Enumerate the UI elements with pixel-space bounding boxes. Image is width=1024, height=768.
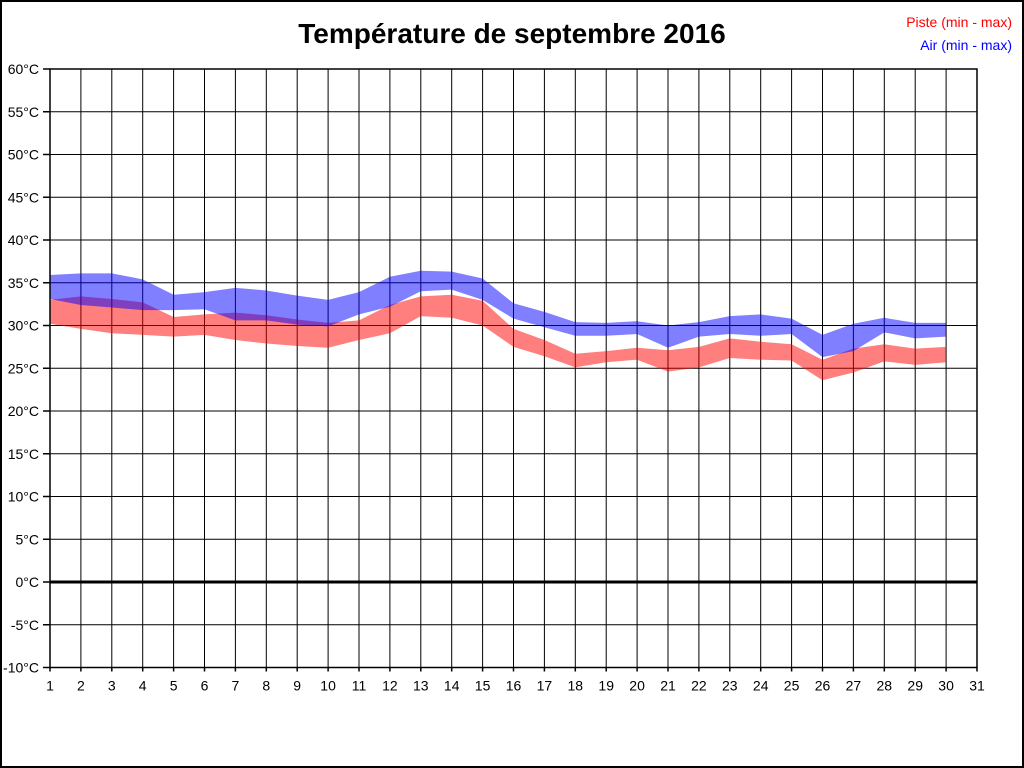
y-tick-label: 35°C [8, 275, 39, 291]
x-tick-label: 27 [846, 678, 862, 694]
x-tick-label: 11 [352, 678, 367, 694]
x-tick-label: 26 [815, 678, 831, 694]
y-tick-label: 5°C [16, 531, 40, 547]
x-tick-label: 4 [139, 678, 147, 694]
x-tick-label: 5 [170, 678, 178, 694]
y-tick-label: 15°C [8, 446, 39, 462]
x-tick-label: 14 [444, 678, 460, 694]
x-tick-label: 6 [201, 678, 209, 694]
x-tick-label: 12 [382, 678, 398, 694]
x-tick-label: 2 [77, 678, 85, 694]
y-tick-label: -10°C [3, 660, 39, 676]
x-tick-label: 10 [320, 678, 336, 694]
y-tick-label: 40°C [8, 232, 39, 248]
x-tick-label: 28 [877, 678, 893, 694]
y-tick-label: 55°C [8, 104, 39, 120]
x-tick-label: 21 [660, 678, 676, 694]
y-tick-label: 20°C [8, 403, 39, 419]
legend: Piste (min - max) Air (min - max) [906, 11, 1012, 57]
x-tick-label: 1 [46, 678, 54, 694]
x-tick-label: 24 [753, 678, 769, 694]
x-tick-label: 22 [691, 678, 707, 694]
x-tick-label: 29 [907, 678, 923, 694]
x-tick-label: 25 [784, 678, 800, 694]
x-tick-label: 16 [506, 678, 522, 694]
x-tick-label: 13 [413, 678, 429, 694]
x-tick-label: 8 [262, 678, 270, 694]
y-tick-label: 60°C [8, 61, 39, 77]
x-tick-label: 9 [293, 678, 301, 694]
y-tick-label: 45°C [8, 189, 39, 205]
x-tick-label: 19 [598, 678, 614, 694]
y-tick-label: 0°C [16, 574, 40, 590]
x-tick-label: 7 [232, 678, 240, 694]
y-tick-label: 10°C [8, 489, 39, 505]
x-tick-label: 23 [722, 678, 738, 694]
band-air [50, 270, 947, 358]
y-tick-label: 30°C [8, 318, 39, 334]
y-tick-label: -5°C [11, 617, 39, 633]
chart-title: Température de septembre 2016 [298, 18, 726, 49]
y-tick-label: 50°C [8, 147, 39, 163]
band-piste [50, 294, 947, 381]
x-tick-label: 31 [969, 678, 985, 694]
x-tick-label: 18 [568, 678, 584, 694]
legend-item-air: Air (min - max) [920, 37, 1012, 53]
x-tick-label: 3 [108, 678, 116, 694]
x-tick-label: 15 [475, 678, 491, 694]
x-tick-label: 17 [537, 678, 553, 694]
x-tick-label: 20 [629, 678, 645, 694]
x-tick-label: 30 [938, 678, 954, 694]
y-tick-label: 25°C [8, 360, 39, 376]
legend-item-piste: Piste (min - max) [906, 14, 1012, 30]
